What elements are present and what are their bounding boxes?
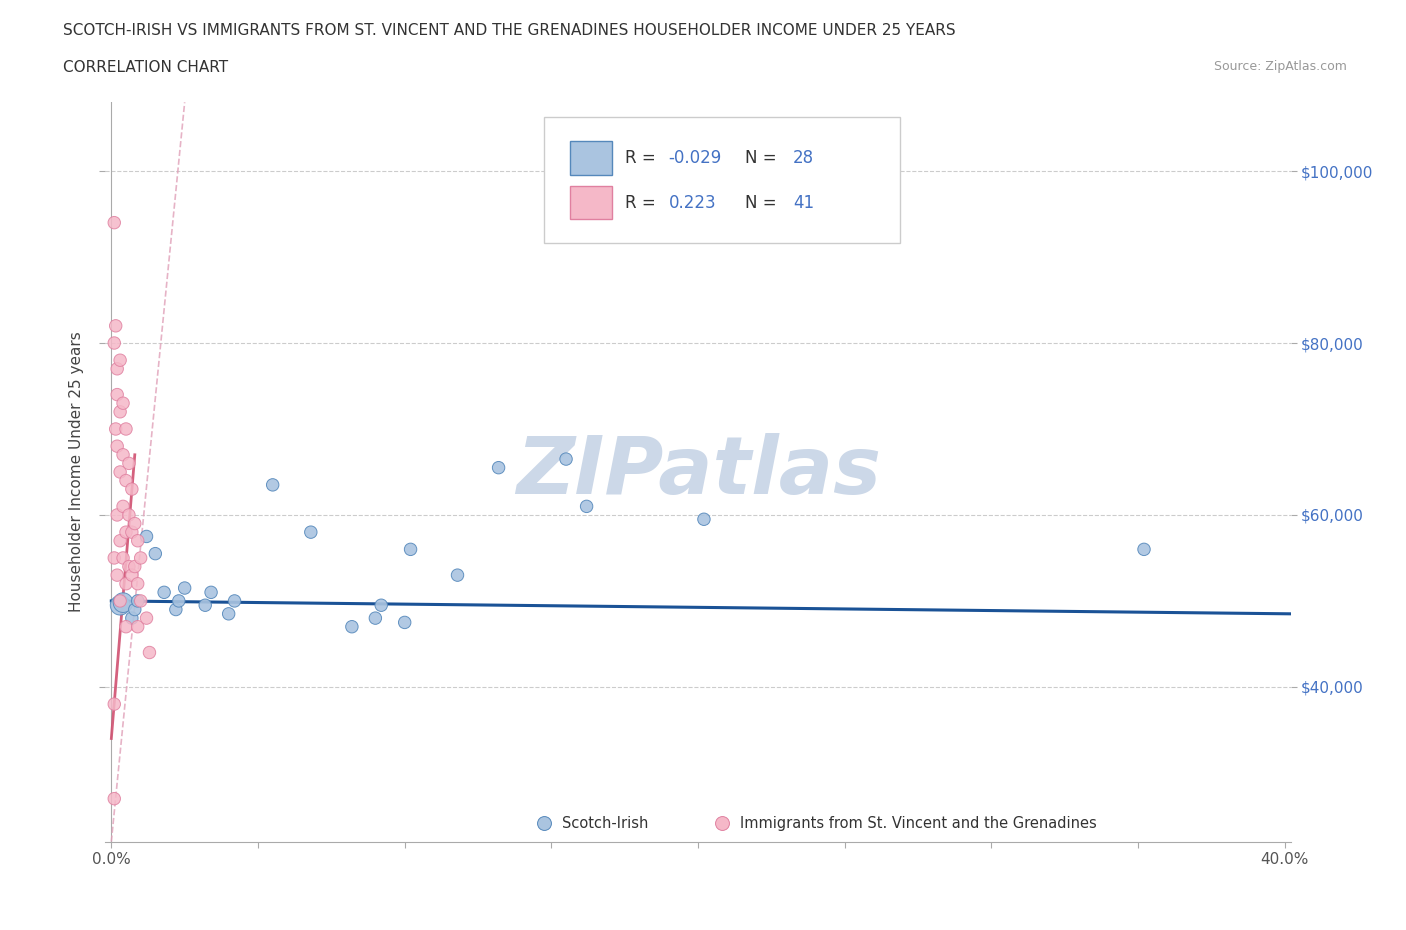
Text: 41: 41 xyxy=(793,193,814,212)
Point xyxy=(112,396,135,411)
Text: CORRELATION CHART: CORRELATION CHART xyxy=(63,60,228,75)
Text: N =: N = xyxy=(745,193,778,212)
Point xyxy=(200,585,222,600)
Point xyxy=(173,580,195,595)
Point xyxy=(399,542,422,557)
Point xyxy=(167,593,190,608)
Text: Immigrants from St. Vincent and the Grenadines: Immigrants from St. Vincent and the Gren… xyxy=(740,816,1097,830)
Text: N =: N = xyxy=(745,150,778,167)
Point xyxy=(105,567,128,582)
Point xyxy=(103,697,125,711)
Point xyxy=(105,508,128,523)
Point xyxy=(127,619,149,634)
Text: 28: 28 xyxy=(793,150,814,167)
Point xyxy=(103,215,125,230)
Point xyxy=(127,593,149,608)
Point xyxy=(108,405,131,419)
Point xyxy=(124,516,146,531)
Point xyxy=(121,525,143,539)
Point xyxy=(108,593,131,608)
Point xyxy=(121,482,143,497)
Text: SCOTCH-IRISH VS IMMIGRANTS FROM ST. VINCENT AND THE GRENADINES HOUSEHOLDER INCOM: SCOTCH-IRISH VS IMMIGRANTS FROM ST. VINC… xyxy=(63,23,956,38)
Text: 0.223: 0.223 xyxy=(668,193,716,212)
Point xyxy=(118,508,141,523)
Point xyxy=(121,611,143,626)
Text: Scotch-Irish: Scotch-Irish xyxy=(562,816,648,830)
Point xyxy=(103,791,125,806)
Point xyxy=(135,611,157,626)
Point xyxy=(124,602,146,617)
Point xyxy=(488,460,510,475)
Point xyxy=(129,551,152,565)
FancyBboxPatch shape xyxy=(544,117,900,243)
Point xyxy=(555,452,578,467)
Point xyxy=(112,551,135,565)
Text: -0.029: -0.029 xyxy=(668,150,721,167)
Point xyxy=(394,615,416,630)
Point xyxy=(115,525,138,539)
Point xyxy=(340,619,363,634)
Point xyxy=(165,602,187,617)
Point xyxy=(108,533,131,548)
Point xyxy=(224,593,246,608)
Point xyxy=(108,598,131,613)
Point xyxy=(104,421,127,436)
Y-axis label: Householder Income Under 25 years: Householder Income Under 25 years xyxy=(69,332,84,612)
Point xyxy=(153,585,176,600)
Point xyxy=(115,577,138,591)
Point xyxy=(138,645,160,660)
Point xyxy=(118,456,141,471)
Point xyxy=(129,593,152,608)
Point xyxy=(118,559,141,574)
Point xyxy=(115,619,138,634)
Text: R =: R = xyxy=(624,150,655,167)
Point xyxy=(103,551,125,565)
Point xyxy=(446,567,468,582)
Point xyxy=(112,595,135,610)
Point xyxy=(104,318,127,333)
Point xyxy=(194,598,217,613)
Point xyxy=(262,477,284,492)
Point xyxy=(115,473,138,488)
Point xyxy=(121,567,143,582)
Point xyxy=(105,387,128,402)
Point xyxy=(105,439,128,454)
Point xyxy=(103,336,125,351)
Point xyxy=(1133,542,1156,557)
Point xyxy=(112,447,135,462)
Point xyxy=(143,546,166,561)
Point xyxy=(575,498,598,513)
Point xyxy=(127,533,149,548)
Point xyxy=(115,421,138,436)
Bar xyxy=(569,186,612,219)
Text: R =: R = xyxy=(624,193,655,212)
Point xyxy=(364,611,387,626)
Text: ZIPatlas: ZIPatlas xyxy=(516,433,880,511)
Text: Source: ZipAtlas.com: Source: ZipAtlas.com xyxy=(1213,60,1347,73)
Point xyxy=(127,577,149,591)
Point xyxy=(105,362,128,377)
Point xyxy=(218,606,240,621)
Point xyxy=(370,598,392,613)
Point xyxy=(135,529,157,544)
Point xyxy=(124,559,146,574)
Point xyxy=(108,465,131,480)
Point xyxy=(108,352,131,367)
Bar xyxy=(569,141,612,175)
Point xyxy=(299,525,322,539)
Point xyxy=(693,512,716,526)
Point xyxy=(112,498,135,513)
